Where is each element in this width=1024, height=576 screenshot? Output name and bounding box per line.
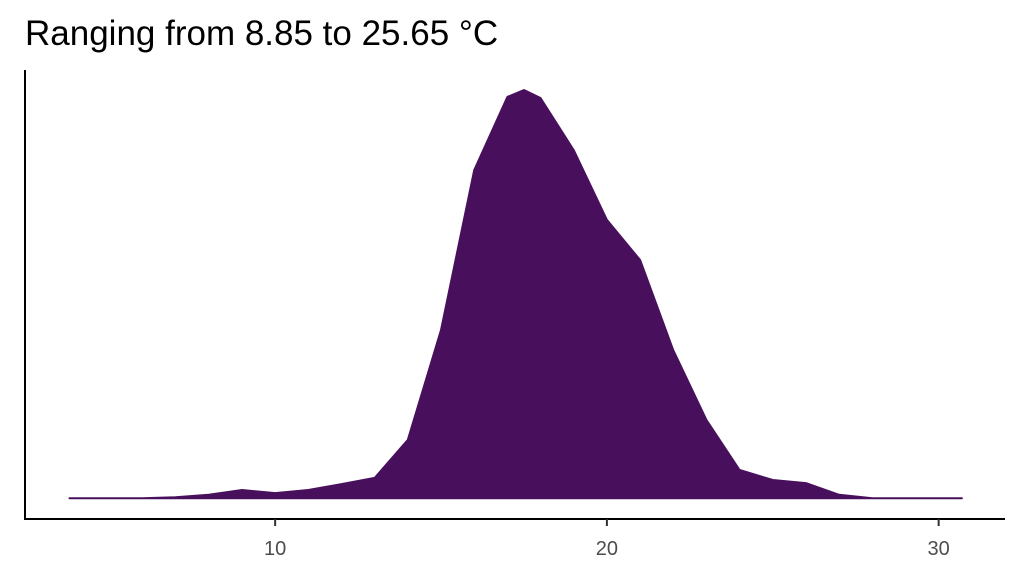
x-tick-label: 20 bbox=[596, 538, 618, 560]
x-tick-label: 10 bbox=[264, 538, 286, 560]
chart-title: Ranging from 8.85 to 25.65 °C bbox=[25, 14, 498, 53]
x-tick-label: 30 bbox=[928, 538, 950, 560]
density-area bbox=[68, 89, 963, 500]
